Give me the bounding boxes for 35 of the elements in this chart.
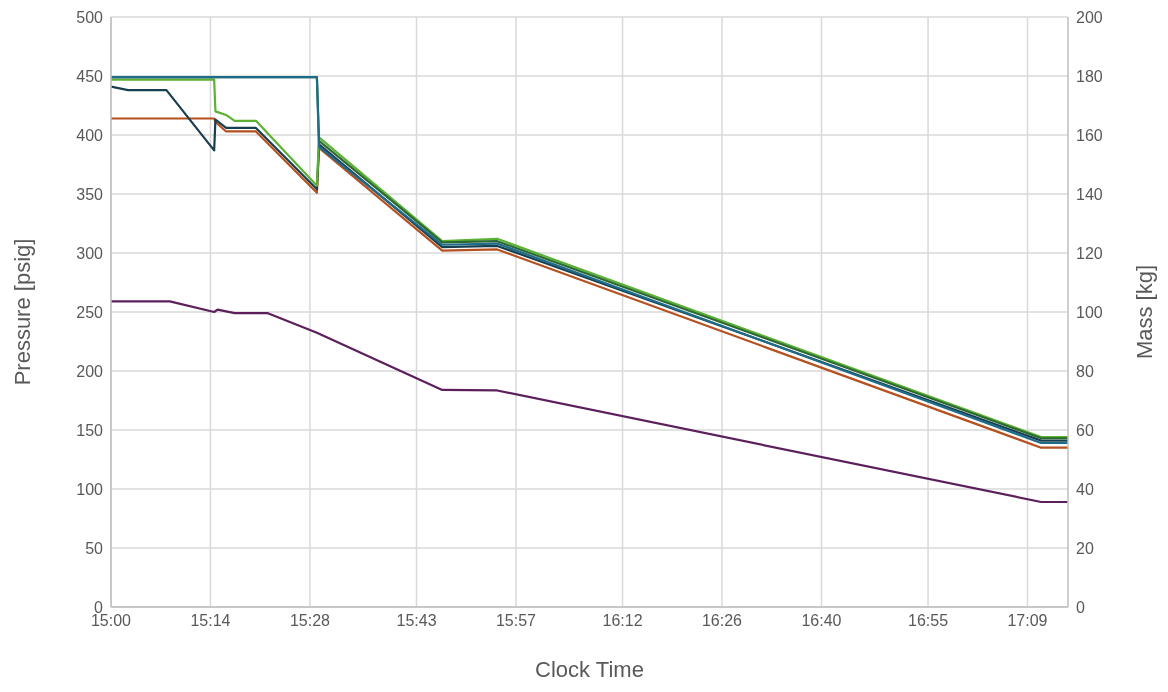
x-tick-label: 15:57 xyxy=(495,612,537,630)
y2-tick-label: 80 xyxy=(1076,362,1094,380)
x-tick-label: 15:28 xyxy=(289,612,331,630)
y-axis-title: Pressure [psig] xyxy=(9,238,35,386)
x-tick-label: 16:12 xyxy=(602,612,643,630)
y-tick-label: 350 xyxy=(76,185,104,203)
y2-axis-title: Mass [kg] xyxy=(1131,264,1157,360)
x-tick-label: 16:55 xyxy=(908,612,949,630)
y2-tick-label: 60 xyxy=(1076,421,1094,439)
y2-tick-label: 20 xyxy=(1076,539,1094,557)
x-tick-label: 15:43 xyxy=(396,612,437,630)
y-tick-label: 300 xyxy=(76,244,104,262)
x-tick-label: 15:00 xyxy=(90,612,132,630)
y2-tick-label: 160 xyxy=(1076,126,1103,144)
y-tick-label: 400 xyxy=(76,126,104,144)
y2-tick-label: 140 xyxy=(1076,185,1103,203)
y-tick-label: 450 xyxy=(76,67,104,85)
line-series xyxy=(111,300,1068,504)
y2-tick-label: 40 xyxy=(1076,480,1094,498)
y-tick-label: 100 xyxy=(76,480,104,498)
y2-tick-label: 100 xyxy=(1076,303,1103,321)
x-tick-label: 16:40 xyxy=(801,612,842,630)
y2-tick-label: 200 xyxy=(1076,8,1103,26)
y-tick-label: 200 xyxy=(76,362,104,380)
y2-tick-label: 0 xyxy=(1076,598,1085,616)
y-tick-label: 500 xyxy=(76,8,104,26)
y-tick-label: 250 xyxy=(76,303,104,321)
y2-tick-label: 120 xyxy=(1076,244,1103,262)
y-tick-label: 50 xyxy=(85,539,104,557)
x-tick-label: 15:14 xyxy=(190,612,231,630)
x-tick-label: 17:09 xyxy=(1007,612,1048,630)
y-tick-label: 150 xyxy=(76,421,104,439)
x-tick-label: 16:26 xyxy=(701,612,743,630)
y2-tick-label: 180 xyxy=(1076,67,1103,85)
x-axis-title: Clock Time xyxy=(535,657,644,682)
